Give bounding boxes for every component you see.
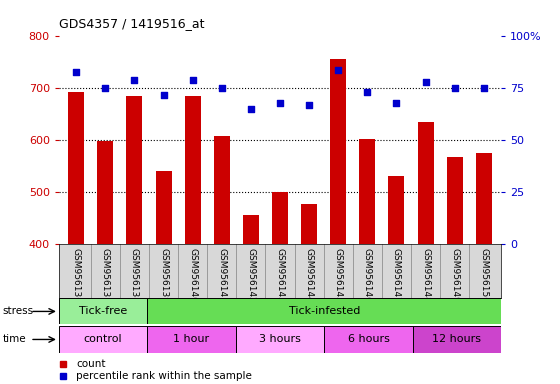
Point <box>450 85 459 91</box>
Point <box>363 89 372 96</box>
Text: GSM956148: GSM956148 <box>421 248 430 303</box>
Bar <box>68 92 84 244</box>
Text: GSM956143: GSM956143 <box>276 248 284 303</box>
Text: GSM956146: GSM956146 <box>363 248 372 303</box>
Text: GSM956150: GSM956150 <box>479 248 488 303</box>
Text: 3 hours: 3 hours <box>259 334 301 344</box>
Text: 1 hour: 1 hour <box>174 334 209 344</box>
Point <box>479 85 488 91</box>
Bar <box>97 141 113 244</box>
Bar <box>413 326 501 353</box>
Text: GSM956136: GSM956136 <box>72 248 81 303</box>
Text: Tick-infested: Tick-infested <box>288 306 360 316</box>
Point <box>217 85 226 91</box>
Point <box>101 85 110 91</box>
Bar <box>185 96 200 244</box>
Text: GSM956144: GSM956144 <box>305 248 314 303</box>
Text: 12 hours: 12 hours <box>432 334 482 344</box>
Text: count: count <box>77 359 106 369</box>
Point <box>334 66 343 73</box>
Bar <box>330 59 346 244</box>
Bar <box>324 326 413 353</box>
Point <box>130 77 139 83</box>
Bar <box>301 204 317 244</box>
Bar <box>59 326 147 353</box>
Text: Tick-free: Tick-free <box>79 306 127 316</box>
Bar <box>272 192 288 244</box>
Text: GSM956145: GSM956145 <box>334 248 343 303</box>
Point <box>276 100 284 106</box>
Bar <box>360 139 375 244</box>
Point <box>188 77 197 83</box>
Point <box>159 91 168 98</box>
Bar <box>243 215 259 244</box>
Bar <box>447 157 463 244</box>
Bar <box>156 171 171 244</box>
Text: GSM956139: GSM956139 <box>159 248 168 303</box>
Bar <box>59 298 147 324</box>
Text: GSM956142: GSM956142 <box>246 248 255 303</box>
Text: 6 hours: 6 hours <box>348 334 389 344</box>
Text: GSM956149: GSM956149 <box>450 248 459 303</box>
Point <box>392 100 401 106</box>
Point <box>246 106 255 112</box>
Bar <box>127 96 142 244</box>
Bar <box>418 122 433 244</box>
Text: GSM956140: GSM956140 <box>188 248 197 303</box>
Bar <box>147 326 236 353</box>
Text: GDS4357 / 1419516_at: GDS4357 / 1419516_at <box>59 17 204 30</box>
Text: control: control <box>84 334 122 344</box>
Text: stress: stress <box>3 306 34 316</box>
Point <box>421 79 430 85</box>
Text: time: time <box>3 334 26 344</box>
Text: GSM956147: GSM956147 <box>392 248 401 303</box>
Text: GSM956137: GSM956137 <box>101 248 110 303</box>
Bar <box>214 136 230 244</box>
Bar <box>236 326 324 353</box>
Text: percentile rank within the sample: percentile rank within the sample <box>77 371 253 381</box>
Text: GSM956138: GSM956138 <box>130 248 139 303</box>
Point <box>72 69 81 75</box>
Bar <box>476 153 492 244</box>
Point <box>305 102 314 108</box>
Bar <box>389 177 404 244</box>
Text: GSM956141: GSM956141 <box>217 248 226 303</box>
Bar <box>147 298 501 324</box>
